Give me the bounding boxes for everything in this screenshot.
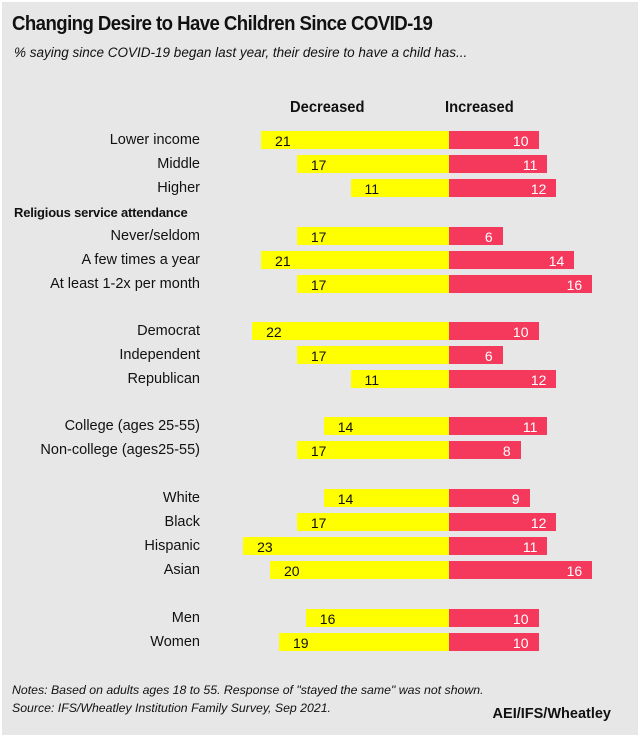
value-label-decreased: 17 — [310, 443, 327, 459]
value-label-increased: 11 — [522, 157, 538, 173]
bar-decreased — [252, 322, 449, 340]
category-label: Higher — [157, 180, 200, 196]
category-label: Democrat — [137, 323, 200, 339]
chart-subtitle: % saying since COVID-19 began last year,… — [14, 45, 468, 60]
bar-increased — [449, 370, 557, 388]
bar-increased — [449, 275, 593, 293]
category-label: College (ages 25-55) — [64, 418, 200, 434]
value-label-increased: 10 — [512, 324, 529, 340]
category-label: Lower income — [109, 132, 200, 148]
value-label-increased: 10 — [512, 133, 529, 149]
bar-increased — [449, 633, 539, 651]
bar-decreased — [243, 537, 449, 555]
group-heading: Religious service attendance — [14, 205, 188, 220]
category-label: Republican — [127, 371, 200, 387]
value-label-increased: 9 — [511, 491, 520, 507]
bar-increased — [449, 417, 548, 435]
bar-decreased — [296, 513, 449, 531]
value-label-decreased: 21 — [275, 133, 291, 149]
value-label-increased: 6 — [484, 348, 493, 364]
bar-increased — [449, 537, 548, 555]
value-label-increased: 12 — [530, 181, 547, 197]
bar-decreased — [305, 609, 449, 627]
value-label-increased: 11 — [522, 539, 538, 555]
value-label-increased: 16 — [566, 563, 583, 579]
bar-decreased — [296, 441, 449, 459]
category-label: A few times a year — [81, 252, 200, 268]
chart-notes: Notes: Based on adults ages 18 to 55. Re… — [12, 681, 484, 717]
category-label: Never/seldom — [110, 228, 200, 244]
notes-line: Notes: Based on adults ages 18 to 55. Re… — [12, 683, 484, 697]
bar-decreased — [296, 155, 449, 173]
bar-increased — [449, 179, 557, 197]
value-label-decreased: 19 — [292, 635, 309, 651]
value-label-increased: 10 — [512, 635, 529, 651]
brand-credit: AEI/IFS/Wheatley — [492, 706, 611, 722]
value-label-increased: 8 — [502, 443, 511, 459]
value-label-decreased: 11 — [364, 181, 380, 197]
category-label: White — [162, 490, 200, 506]
legend-decreased: Decreased — [290, 99, 365, 116]
category-label: Independent — [119, 347, 200, 363]
value-label-decreased: 14 — [337, 419, 354, 435]
chart-title: Changing Desire to Have Children Since C… — [12, 13, 433, 35]
category-label: Middle — [157, 156, 200, 172]
bar-decreased — [350, 370, 449, 388]
value-label-decreased: 17 — [310, 157, 327, 173]
category-label: Asian — [163, 562, 200, 578]
bar-increased — [449, 609, 539, 627]
bar-decreased — [323, 417, 449, 435]
category-label: Non-college (ages25-55) — [40, 442, 200, 458]
bar-decreased — [323, 489, 449, 507]
bar-increased — [449, 489, 530, 507]
bar-increased — [449, 251, 575, 269]
value-label-decreased: 17 — [310, 277, 327, 293]
bar-increased — [449, 346, 503, 364]
value-label-decreased: 17 — [310, 515, 327, 531]
value-label-increased: 16 — [566, 277, 583, 293]
value-label-decreased: 21 — [275, 253, 291, 269]
bar-decreased — [296, 227, 449, 245]
category-label: Black — [164, 514, 200, 530]
value-label-decreased: 22 — [266, 324, 282, 340]
value-label-decreased: 16 — [319, 611, 336, 627]
bar-increased — [449, 227, 503, 245]
value-label-increased: 6 — [484, 229, 493, 245]
category-label: Men — [171, 610, 200, 626]
bar-decreased — [261, 251, 449, 269]
category-label: Women — [150, 634, 200, 650]
value-label-decreased: 23 — [257, 539, 273, 555]
value-label-decreased: 17 — [310, 348, 327, 364]
bar-decreased — [296, 275, 449, 293]
bar-increased — [449, 513, 557, 531]
value-label-increased: 12 — [530, 515, 547, 531]
bar-increased — [449, 131, 539, 149]
bar-decreased — [270, 561, 449, 579]
bar-increased — [449, 322, 539, 340]
bar-decreased — [350, 179, 449, 197]
value-label-increased: 12 — [530, 372, 547, 388]
bar-increased — [449, 155, 548, 173]
bar-decreased — [261, 131, 449, 149]
bar-increased — [449, 441, 521, 459]
category-label: Hispanic — [144, 538, 200, 554]
value-label-increased: 10 — [512, 611, 529, 627]
category-label: At least 1-2x per month — [50, 276, 200, 292]
source-line: Source: IFS/Wheatley Institution Family … — [12, 701, 331, 715]
value-label-decreased: 17 — [310, 229, 327, 245]
value-label-increased: 14 — [548, 253, 565, 269]
value-label-increased: 11 — [522, 419, 538, 435]
value-label-decreased: 11 — [364, 372, 380, 388]
value-label-decreased: 14 — [337, 491, 354, 507]
bar-decreased — [278, 633, 449, 651]
bar-decreased — [296, 346, 449, 364]
bar-increased — [449, 561, 593, 579]
legend-increased: Increased — [445, 99, 514, 116]
value-label-decreased: 20 — [284, 563, 300, 579]
